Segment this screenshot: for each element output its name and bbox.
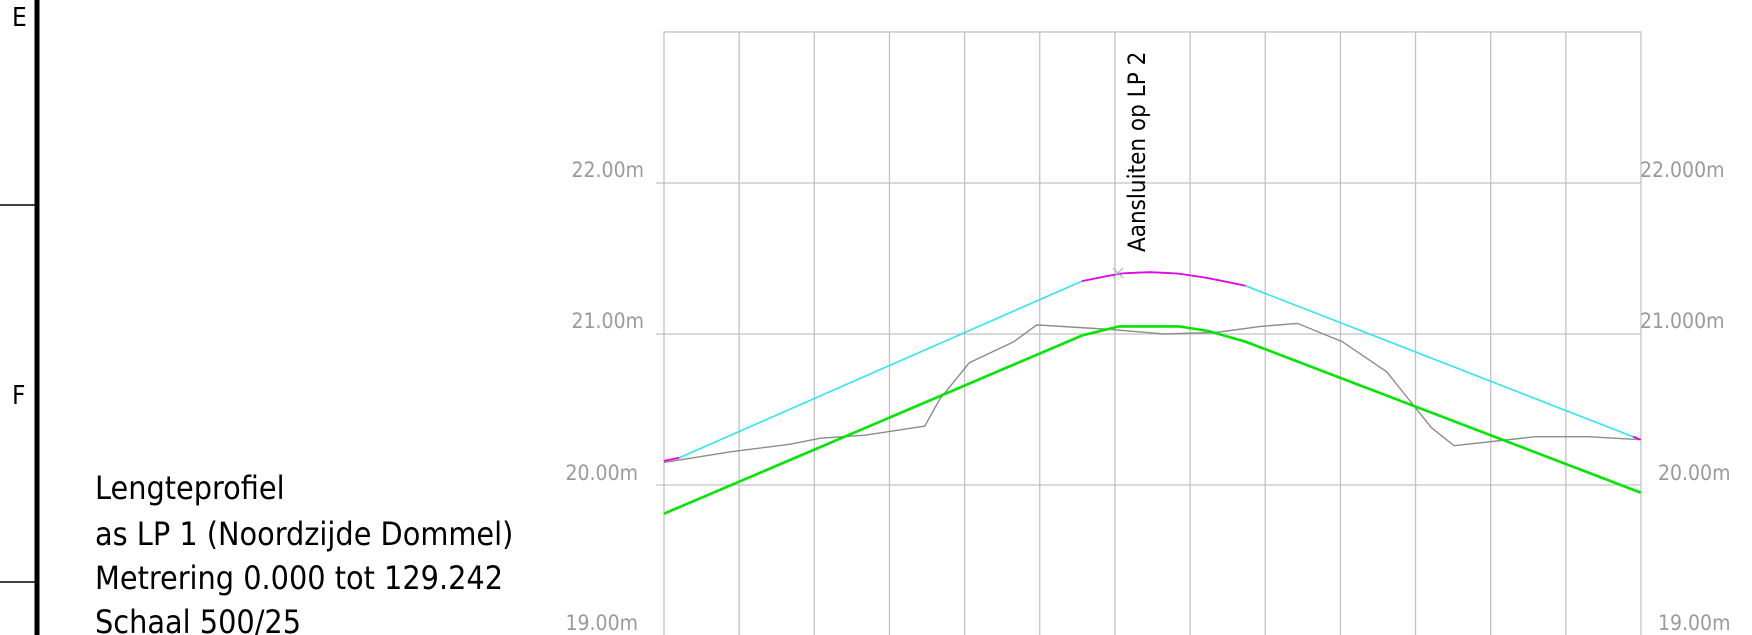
title-line: Schaal 500/25 bbox=[95, 603, 301, 635]
title-line: Metrering 0.000 tot 129.242 bbox=[95, 559, 503, 597]
connection-marker-icon bbox=[1112, 267, 1124, 279]
elevation-label-right: 21.000m bbox=[1640, 309, 1725, 333]
title-line: as LP 1 (Noordzijde Dommel) bbox=[95, 515, 513, 553]
zone-label-f: F bbox=[12, 381, 25, 411]
grid-frame bbox=[663, 31, 1642, 635]
connection-annotation: Aansluiten op LP 2 bbox=[1123, 52, 1151, 252]
elevation-label-left: 19.00m bbox=[566, 611, 638, 635]
elevation-label-right: 20.00m bbox=[1658, 461, 1730, 485]
design-grade-line bbox=[663, 325, 1642, 515]
terrain-line bbox=[663, 322, 1641, 464]
vertical-curve-highlights bbox=[663, 271, 1642, 462]
profile-grid bbox=[656, 31, 1642, 635]
elevation-label-left: 22.00m bbox=[572, 158, 644, 182]
elevation-label-left: 21.00m bbox=[572, 309, 644, 333]
zone-label-e: E bbox=[12, 3, 27, 33]
vertical-curve-segment bbox=[1632, 435, 1642, 441]
elevation-label-left: 20.00m bbox=[566, 461, 638, 485]
vertical-curve-segment bbox=[1081, 271, 1246, 287]
title-line: Lengteprofiel bbox=[95, 469, 285, 507]
vertical-curve-segment bbox=[663, 456, 680, 462]
upper-design-line bbox=[663, 271, 1641, 462]
elevation-label-right: 19.00m bbox=[1658, 611, 1730, 635]
elevation-label-right: 22.000m bbox=[1640, 158, 1725, 182]
